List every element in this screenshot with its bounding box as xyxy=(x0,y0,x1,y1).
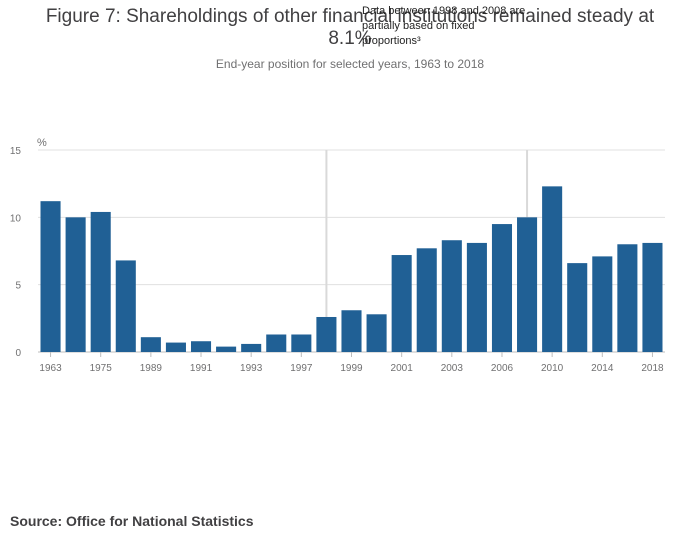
bar-2001 xyxy=(391,255,412,352)
bar-1989 xyxy=(140,337,161,352)
bar-1975 xyxy=(90,211,111,352)
x-tick-label: 1975 xyxy=(90,363,113,374)
bar-2006 xyxy=(491,224,513,352)
x-tick-label: 2014 xyxy=(591,363,614,374)
bar-1997 xyxy=(291,334,312,352)
x-tick-label: 2018 xyxy=(641,363,664,374)
bar-1998 xyxy=(316,316,337,352)
x-tick-label: 1989 xyxy=(140,363,163,374)
bar-2014 xyxy=(592,256,613,352)
bar-1999 xyxy=(341,310,362,352)
bar-2003 xyxy=(441,240,462,352)
x-tick-label: 1999 xyxy=(340,363,363,374)
bar-2002 xyxy=(416,248,437,352)
bar-1969 xyxy=(65,217,86,352)
y-tick-label: 0 xyxy=(15,348,21,359)
bar-1990 xyxy=(165,342,186,352)
chart-annotation: Data between 1998 and 2008 are partially… xyxy=(362,5,526,47)
bar-2018 xyxy=(642,242,663,352)
bar-1963 xyxy=(40,201,61,352)
x-tick-label: 2010 xyxy=(541,363,564,374)
x-tick-label: 2006 xyxy=(491,363,514,374)
bar-2004 xyxy=(466,242,487,352)
bar-1991 xyxy=(190,341,212,352)
x-tick-label: 1993 xyxy=(240,363,263,374)
y-tick-label: 5 xyxy=(15,281,21,292)
y-tick-label: 10 xyxy=(10,213,22,224)
chart-title: Figure 7: Shareholdings of other financi… xyxy=(45,6,655,49)
bar-1994 xyxy=(266,334,287,352)
bar-1993 xyxy=(241,343,262,352)
bar-2016 xyxy=(617,244,638,352)
x-tick-label: 1963 xyxy=(39,363,62,374)
x-tick-label: 1997 xyxy=(290,363,313,374)
bar-2008 xyxy=(517,217,538,352)
y-tick-label: 15 xyxy=(10,146,22,157)
x-tick-label: 1991 xyxy=(190,363,213,374)
chart-subtitle: End-year position for selected years, 19… xyxy=(215,57,485,71)
y-axis-unit: % xyxy=(37,137,47,149)
bar-1981 xyxy=(115,260,136,352)
bar-2000 xyxy=(366,314,387,352)
bar-2010 xyxy=(542,186,563,352)
bar-2012 xyxy=(567,263,588,352)
x-tick-label: 2003 xyxy=(441,363,464,374)
bar-1992 xyxy=(216,346,237,352)
x-tick-label: 2001 xyxy=(391,363,414,374)
source-note: Source: Office for National Statistics xyxy=(10,513,254,529)
